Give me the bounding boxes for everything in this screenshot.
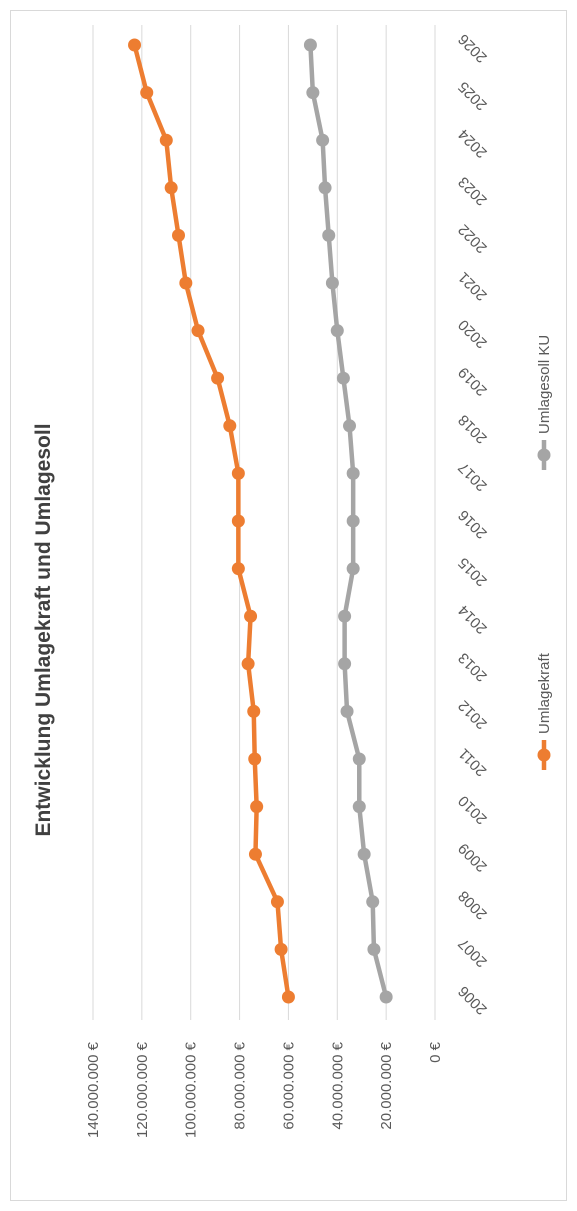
data-point bbox=[340, 704, 354, 718]
x-tick-label: 2013 bbox=[455, 649, 491, 685]
series-lines bbox=[128, 38, 393, 1004]
x-tick-label: 2006 bbox=[455, 982, 491, 1018]
data-point bbox=[367, 942, 381, 956]
data-point bbox=[164, 181, 178, 195]
data-point bbox=[140, 86, 154, 100]
y-tick-label: 20.000.000 € bbox=[378, 1041, 395, 1129]
x-tick-label: 2022 bbox=[455, 221, 491, 257]
x-tick-label: 2020 bbox=[455, 316, 491, 352]
x-tick-label: 2015 bbox=[455, 554, 491, 590]
x-tick-label: 2023 bbox=[455, 173, 491, 209]
x-tick-label: 2017 bbox=[455, 459, 491, 495]
x-tick-label: 2014 bbox=[455, 602, 491, 638]
x-tick-label: 2012 bbox=[455, 697, 491, 733]
y-tick-label: 120.000.000 € bbox=[134, 1041, 151, 1138]
data-point bbox=[248, 752, 262, 766]
data-point bbox=[352, 752, 366, 766]
data-point bbox=[343, 419, 356, 433]
data-point bbox=[366, 895, 380, 909]
y-tick-label: 100.000.000 € bbox=[183, 1041, 200, 1138]
series-line bbox=[132, 42, 291, 1000]
data-point bbox=[318, 181, 332, 195]
x-tick-label: 2024 bbox=[455, 126, 491, 162]
data-point bbox=[211, 371, 225, 385]
data-point bbox=[270, 895, 284, 909]
data-point bbox=[179, 276, 193, 290]
data-point bbox=[338, 657, 352, 671]
x-tick-label: 2019 bbox=[455, 364, 491, 400]
data-point bbox=[250, 800, 264, 814]
data-point bbox=[159, 133, 173, 147]
data-point bbox=[306, 86, 320, 100]
y-tick-label: 60.000.000 € bbox=[280, 1041, 297, 1129]
data-point bbox=[231, 466, 245, 480]
legend: Umlagekraft Umlagesoll KU bbox=[536, 335, 553, 770]
data-point bbox=[346, 562, 360, 576]
y-axis-tick-labels: 0 € 20.000.000 € 40.000.000 € 60.000.000 € 8… bbox=[85, 1041, 444, 1138]
legend-label: Umlagesoll KU bbox=[536, 335, 553, 434]
x-tick-label: 2018 bbox=[455, 411, 491, 447]
x-tick-label: 2007 bbox=[455, 935, 491, 971]
data-point bbox=[244, 609, 258, 623]
legend-label: Umlagekraft bbox=[536, 652, 553, 734]
data-point bbox=[303, 38, 317, 52]
x-tick-label: 2009 bbox=[455, 840, 491, 876]
data-point bbox=[241, 657, 255, 671]
legend-swatch-marker bbox=[537, 748, 551, 762]
x-tick-label: 2008 bbox=[455, 887, 491, 923]
data-point bbox=[248, 847, 262, 861]
data-point bbox=[330, 324, 344, 338]
x-tick-label: 2010 bbox=[455, 792, 491, 828]
data-point bbox=[322, 228, 336, 242]
data-point bbox=[281, 990, 295, 1004]
y-tick-label: 40.000.000 € bbox=[329, 1041, 346, 1129]
x-axis-tick-labels: 2006 2007 2008 2009 2010 2011 2012 2013 2014 2015… bbox=[455, 30, 491, 1018]
data-point bbox=[223, 419, 237, 433]
data-point bbox=[338, 609, 352, 623]
x-tick-label: 2011 bbox=[455, 745, 490, 780]
data-point bbox=[316, 133, 330, 147]
x-tick-label: 2025 bbox=[455, 78, 491, 114]
data-point bbox=[247, 704, 261, 718]
x-tick-label: 2021 bbox=[455, 268, 491, 304]
data-point bbox=[274, 942, 288, 956]
y-tick-label: 140.000.000 € bbox=[85, 1041, 102, 1138]
data-point bbox=[172, 228, 185, 242]
data-point bbox=[128, 38, 142, 52]
data-point bbox=[336, 371, 350, 385]
data-point bbox=[346, 514, 360, 528]
x-tick-label: 2016 bbox=[455, 506, 491, 542]
data-point bbox=[231, 562, 245, 576]
data-point bbox=[352, 800, 366, 814]
data-point bbox=[357, 847, 371, 861]
legend-swatch-marker bbox=[537, 448, 551, 462]
data-point bbox=[191, 324, 205, 338]
chart-title: Entwicklung Umlagekraft und Umlagesoll bbox=[32, 423, 55, 836]
data-point bbox=[231, 514, 245, 528]
y-tick-label: 0 € bbox=[427, 1041, 444, 1063]
data-point bbox=[379, 990, 393, 1004]
y-tick-label: 80.000.000 € bbox=[232, 1041, 249, 1129]
x-tick-label: 2026 bbox=[455, 30, 491, 66]
data-point bbox=[325, 276, 339, 290]
data-point bbox=[346, 466, 360, 480]
